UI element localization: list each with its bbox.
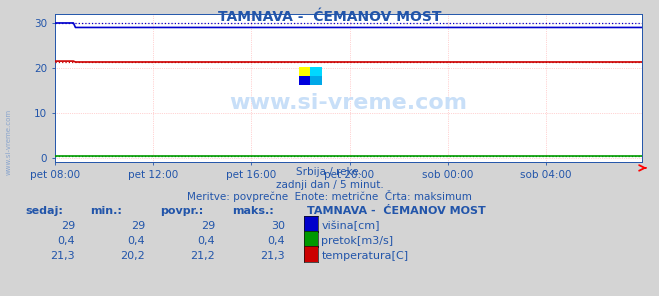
Text: min.:: min.: [90, 206, 122, 216]
Text: 29: 29 [201, 221, 215, 231]
Text: višina[cm]: višina[cm] [322, 221, 380, 231]
Bar [310, 76, 322, 85]
Bar [299, 67, 310, 76]
Text: 29: 29 [130, 221, 145, 231]
Text: pretok[m3/s]: pretok[m3/s] [322, 236, 393, 246]
Text: www.si-vreme.com: www.si-vreme.com [229, 93, 467, 113]
Text: Meritve: povprečne  Enote: metrične  Črta: maksimum: Meritve: povprečne Enote: metrične Črta:… [187, 190, 472, 202]
Text: 0,4: 0,4 [198, 236, 215, 246]
Text: www.si-vreme.com: www.si-vreme.com [5, 109, 12, 175]
Text: maks.:: maks.: [232, 206, 273, 216]
Text: 21,2: 21,2 [190, 251, 215, 261]
Text: 29: 29 [61, 221, 75, 231]
Text: povpr.:: povpr.: [160, 206, 203, 216]
Text: 30: 30 [271, 221, 285, 231]
Text: 0,4: 0,4 [127, 236, 145, 246]
Text: 21,3: 21,3 [260, 251, 285, 261]
Text: Srbija / reke.: Srbija / reke. [297, 167, 362, 177]
Bar [310, 67, 322, 76]
Text: 21,3: 21,3 [50, 251, 75, 261]
Text: TAMNAVA -  ĆEMANOV MOST: TAMNAVA - ĆEMANOV MOST [217, 10, 442, 24]
Text: zadnji dan / 5 minut.: zadnji dan / 5 minut. [275, 180, 384, 190]
Text: temperatura[C]: temperatura[C] [322, 251, 409, 261]
Bar [299, 76, 310, 85]
Text: 20,2: 20,2 [120, 251, 145, 261]
Text: 0,4: 0,4 [268, 236, 285, 246]
Text: sedaj:: sedaj: [25, 206, 63, 216]
Text: TAMNAVA -  ĆEMANOV MOST: TAMNAVA - ĆEMANOV MOST [307, 206, 486, 216]
Text: 0,4: 0,4 [57, 236, 75, 246]
